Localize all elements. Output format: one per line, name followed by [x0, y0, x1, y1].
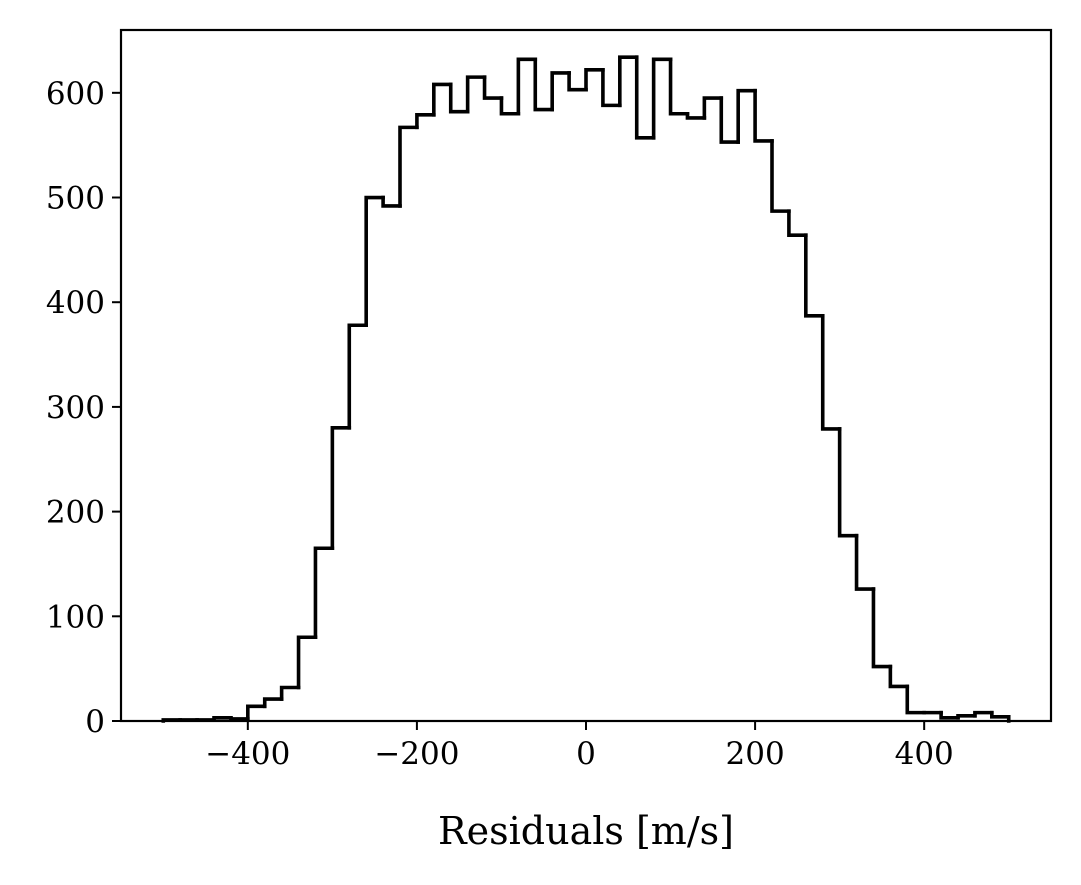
histogram-bin	[229, 716, 250, 721]
histogram-bin	[533, 57, 554, 112]
histogram-bin	[279, 685, 301, 701]
histogram-bin	[550, 71, 571, 112]
histogram-bin	[415, 113, 436, 130]
histogram-bin	[787, 209, 808, 238]
histogram-bin	[820, 314, 842, 431]
histogram-bin	[905, 684, 926, 715]
y-tick-label: 100	[46, 599, 105, 635]
histogram-bin	[837, 427, 859, 538]
y-axis-ticks: 0 100 200 300 400 500 600	[46, 76, 121, 740]
x-tick-label: 0	[576, 736, 596, 772]
histogram-bin	[584, 67, 605, 92]
histogram-bin	[381, 195, 402, 208]
plot-frame	[119, 28, 1053, 723]
histogram-bin	[634, 55, 656, 140]
histogram-bin	[753, 88, 774, 143]
histogram-bin	[499, 96, 521, 116]
y-tick-label: 400	[46, 285, 105, 321]
histogram-bin	[432, 82, 453, 117]
histogram-bin	[888, 664, 910, 689]
x-tick-label: 400	[895, 736, 954, 772]
y-tick-label: 500	[46, 181, 105, 217]
histogram-bin	[668, 57, 690, 116]
histogram-bin	[448, 82, 470, 114]
histogram-bin	[736, 88, 757, 144]
histogram-bin	[651, 57, 673, 140]
histogram-bin	[939, 710, 960, 720]
histogram-bin	[330, 426, 352, 551]
y-tick-label: 200	[46, 495, 105, 531]
y-tick-label: 600	[46, 76, 105, 112]
histogram-bin	[567, 71, 588, 92]
histogram-bin	[854, 533, 876, 591]
histogram-bin	[719, 96, 740, 144]
histogram-bin	[601, 67, 622, 108]
x-axis-label: Residuals [m/s]	[438, 809, 734, 853]
histogram-bin	[296, 635, 318, 690]
histogram-bin	[364, 195, 385, 328]
histogram-bin	[702, 96, 724, 120]
histogram-bin	[161, 718, 182, 723]
histogram-bin	[313, 546, 335, 640]
histogram-bin	[482, 75, 504, 100]
histogram-bin	[398, 125, 419, 208]
histogram-bin	[465, 75, 487, 114]
histogram-bin	[516, 57, 538, 116]
y-tick-label: 0	[85, 704, 105, 740]
x-tick-label: 200	[726, 736, 785, 772]
histogram-bin	[246, 704, 267, 721]
histogram-bin	[990, 710, 1011, 723]
histogram-bin	[770, 139, 791, 213]
x-tick-label: −200	[374, 736, 459, 772]
histogram-bin	[973, 710, 994, 718]
x-axis-ticks: −400 −200 0 200 400	[205, 721, 954, 772]
histogram-bin	[347, 323, 368, 430]
histogram-bin	[871, 587, 893, 669]
x-tick-label: −400	[205, 736, 290, 772]
histogram-bin	[618, 55, 639, 108]
y-tick-label: 300	[46, 390, 105, 426]
histogram-bin	[262, 697, 284, 709]
plot-area	[119, 28, 1053, 723]
histogram-bin	[956, 713, 977, 720]
histogram-bin	[685, 111, 707, 120]
histogram-bin	[212, 716, 233, 722]
histogram-bin	[804, 233, 825, 318]
